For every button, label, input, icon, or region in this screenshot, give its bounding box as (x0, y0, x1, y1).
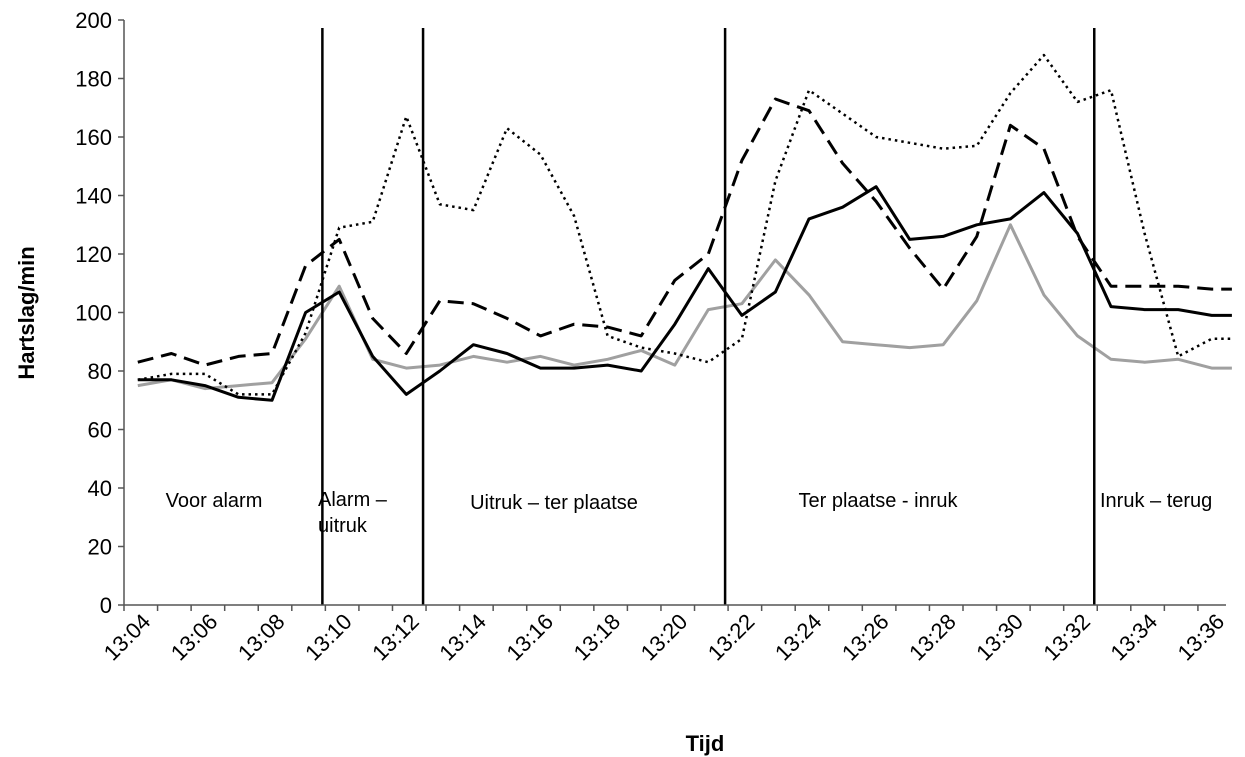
y-tick-label: 180 (75, 67, 112, 92)
x-axis-ticks: 13:04 13:06 13:08 13:10 13:12 13:14 13:16 13:18… (99, 605, 1230, 666)
y-tick-label: 80 (88, 359, 112, 384)
x-tick-label: 13:12 (367, 609, 424, 666)
x-tick-label: 13:28 (904, 609, 961, 666)
phase-labels: Voor alarm Alarm – uitruk Uitruk – ter plaa… (166, 489, 1213, 537)
y-tick-label: 160 (75, 125, 112, 150)
y-tick-label: 40 (88, 476, 112, 501)
x-tick-label: 13:26 (837, 609, 894, 666)
x-tick-label: 13:30 (971, 609, 1028, 666)
series-lines (137, 53, 1232, 402)
phase-label: Uitruk – ter plaatse (470, 492, 638, 514)
y-tick-label: 140 (75, 184, 112, 209)
x-tick-label: 13:06 (166, 609, 223, 666)
x-tick-label: 13:10 (300, 609, 357, 666)
phase-label: uitruk (318, 515, 368, 537)
x-axis-title: Tijd (686, 731, 725, 756)
x-tick-label: 13:34 (1106, 609, 1163, 666)
phase-label: Inruk – terug (1100, 490, 1212, 512)
y-tick-label: 20 (88, 535, 112, 560)
x-tick-label: 13:22 (703, 609, 760, 666)
x-tick-label: 13:36 (1173, 609, 1230, 666)
x-tick-label: 13:14 (434, 609, 491, 666)
phase-label: Ter plaatse - inruk (799, 490, 959, 512)
y-axis-title: Hartslag/min (14, 246, 39, 379)
x-tick-label: 13:08 (233, 609, 290, 666)
x-tick-label: 13:24 (770, 609, 827, 666)
y-tick-label: 200 (75, 8, 112, 33)
y-tick-label: 120 (75, 242, 112, 267)
x-tick-label: 13:18 (569, 609, 626, 666)
x-tick-label: 13:32 (1038, 609, 1095, 666)
y-axis-ticks: 0 20 40 60 80 100 120 140 160 180 200 (75, 8, 124, 618)
phase-label: Alarm – (318, 489, 388, 511)
y-tick-label: 0 (100, 593, 112, 618)
phase-boundary-lines (321, 28, 1096, 605)
phase-label: Voor alarm (166, 490, 263, 512)
axes (123, 20, 1226, 606)
x-tick-label: 13:20 (636, 609, 693, 666)
series-line-solid-black (137, 185, 1232, 402)
y-tick-label: 60 (88, 418, 112, 443)
x-tick-label: 13:16 (501, 609, 558, 666)
y-tick-label: 100 (75, 301, 112, 326)
